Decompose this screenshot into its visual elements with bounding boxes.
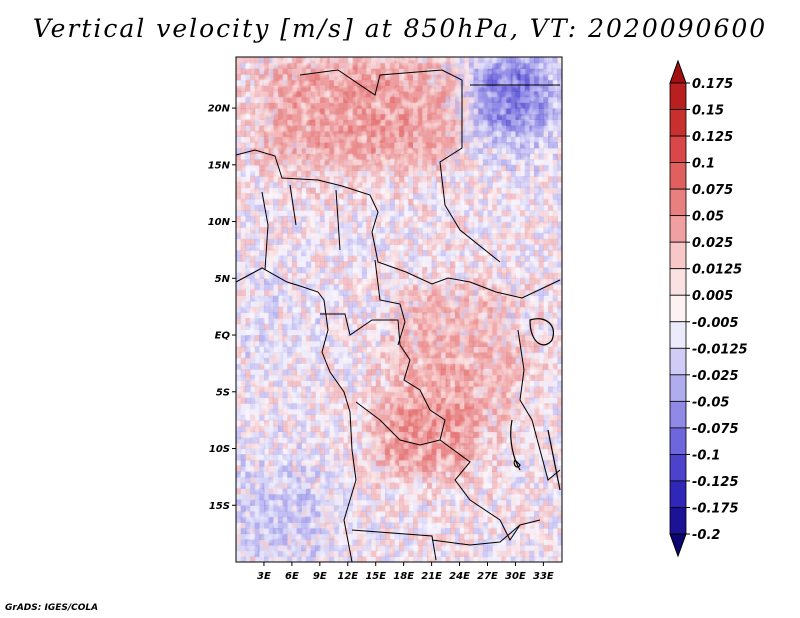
chart-title: Vertical velocity [m/s] at 850hPa, VT: 2… [32, 14, 768, 43]
plot-area [236, 57, 562, 562]
